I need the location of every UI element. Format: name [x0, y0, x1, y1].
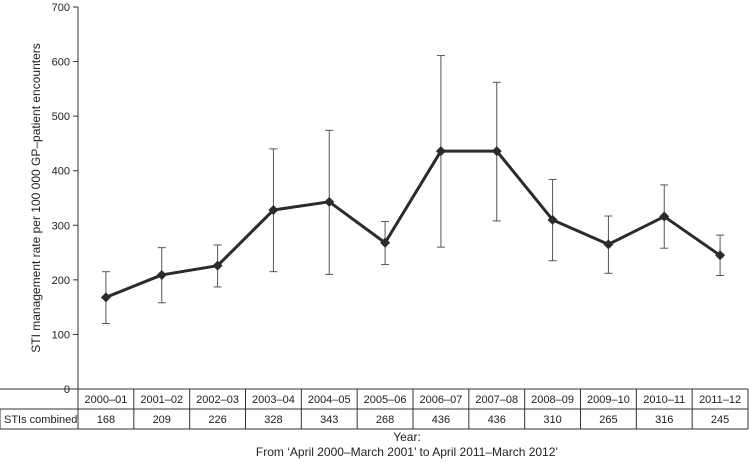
- x-tick-label: 2009–10: [587, 394, 630, 406]
- table-cell: 436: [432, 414, 450, 426]
- y-axis: 0 100 200 300 400 500 600 700: [52, 2, 79, 396]
- y-tick-label: 700: [52, 2, 70, 14]
- data-point: [547, 214, 558, 225]
- table-cell: 310: [543, 414, 561, 426]
- series-line: [105, 149, 721, 299]
- x-axis-subtitle: From ‘April 2000–March 2001’ to April 20…: [256, 445, 558, 459]
- data-point: [491, 146, 502, 157]
- table-cell: 226: [208, 414, 226, 426]
- x-tick-label: 2002–03: [196, 394, 239, 406]
- x-tick-label: 2005–06: [364, 394, 407, 406]
- data-table: 2000–01 2001–02 2002–03 2003–04 2004–05 2005–…: [0, 388, 749, 430]
- y-tick-label: 300: [52, 220, 70, 232]
- data-point: [212, 260, 223, 271]
- data-point: [603, 239, 614, 250]
- x-tick-label: 2006–07: [420, 394, 463, 406]
- table-cell: 316: [655, 414, 673, 426]
- x-tick-label: 2004–05: [308, 394, 351, 406]
- table-cell: 168: [97, 414, 115, 426]
- x-tick-label: 2001–02: [140, 394, 183, 406]
- y-tick-label: 400: [52, 166, 70, 178]
- y-tick-label: 100: [52, 329, 70, 341]
- table-cell: 209: [153, 414, 171, 426]
- table-cell: 268: [376, 414, 394, 426]
- series-rate: [100, 55, 726, 325]
- data-point: [435, 146, 446, 157]
- data-point: [715, 250, 726, 261]
- table-cell: 245: [711, 414, 729, 426]
- x-tick-label: 2010–11: [643, 394, 685, 406]
- y-tick-label: 600: [52, 57, 70, 69]
- y-tick-label: 500: [52, 111, 70, 123]
- table-row-label: STIs combined: [4, 414, 77, 426]
- y-tick-label: 0: [64, 384, 70, 396]
- data-point: [380, 237, 391, 248]
- x-tick-label: 2011–12: [699, 394, 741, 406]
- x-tick-label: 2008–09: [531, 394, 574, 406]
- data-point: [156, 269, 167, 280]
- x-axis-title: Year:: [393, 430, 421, 444]
- data-point: [100, 292, 111, 303]
- data-point: [324, 196, 335, 207]
- data-point: [268, 205, 279, 216]
- x-tick-label: 2007–08: [475, 394, 518, 406]
- data-point: [659, 211, 670, 222]
- y-axis-title: STI management rate per 100 000 GP–patie…: [29, 43, 43, 353]
- table-cell: 328: [264, 414, 282, 426]
- x-tick-label: 2000–01: [85, 394, 128, 406]
- table-cell: 343: [320, 414, 338, 426]
- y-tick-label: 200: [52, 275, 70, 287]
- table-cell: 436: [488, 414, 506, 426]
- table-cell: 265: [599, 414, 617, 426]
- x-tick-label: 2003–04: [252, 394, 295, 406]
